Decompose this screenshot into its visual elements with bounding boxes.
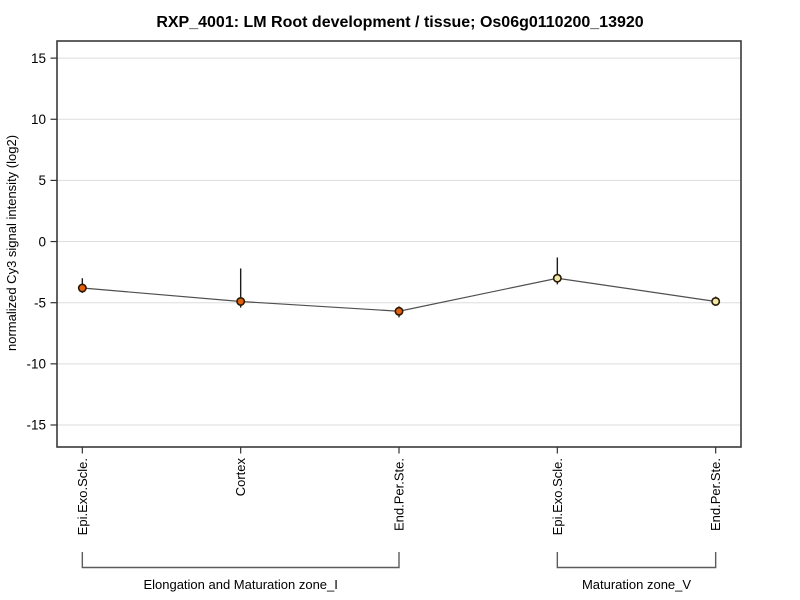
series-line bbox=[82, 277, 716, 312]
y-tick-label: -15 bbox=[26, 418, 46, 433]
y-axis-label: normalized Cy3 signal intensity (log2) bbox=[4, 135, 19, 351]
x-category-label: End.Per.Ste. bbox=[708, 458, 723, 531]
plot-area: 15 10 5 0 -5 -10 -15 Epi.Exo.Scle. Cortex End.Per… bbox=[26, 40, 742, 592]
data-point bbox=[77, 283, 87, 293]
group-label: Maturation zone_V bbox=[582, 577, 691, 592]
data-point bbox=[236, 296, 246, 306]
chart-title: RXP_4001: LM Root development / tissue; … bbox=[156, 14, 643, 31]
group-bracket bbox=[81, 552, 400, 569]
x-category-label: Epi.Exo.Scle. bbox=[75, 458, 90, 535]
data-point bbox=[394, 306, 404, 316]
data-point bbox=[711, 296, 721, 306]
y-tick-label: 10 bbox=[31, 112, 46, 127]
y-tick-label: -10 bbox=[26, 357, 46, 372]
data-point bbox=[552, 273, 562, 283]
group-bracket bbox=[556, 552, 717, 569]
y-tick-label: -5 bbox=[34, 295, 46, 310]
x-category-label: End.Per.Ste. bbox=[392, 458, 407, 531]
x-category-label: Cortex bbox=[233, 458, 248, 497]
group-label: Elongation and Maturation zone_I bbox=[143, 577, 337, 592]
y-tick-label: 15 bbox=[31, 51, 46, 66]
y-tick-label: 5 bbox=[38, 173, 46, 188]
y-tick-label: 0 bbox=[38, 234, 46, 249]
plot-border bbox=[56, 40, 742, 448]
x-category-label: Epi.Exo.Scle. bbox=[550, 458, 565, 535]
